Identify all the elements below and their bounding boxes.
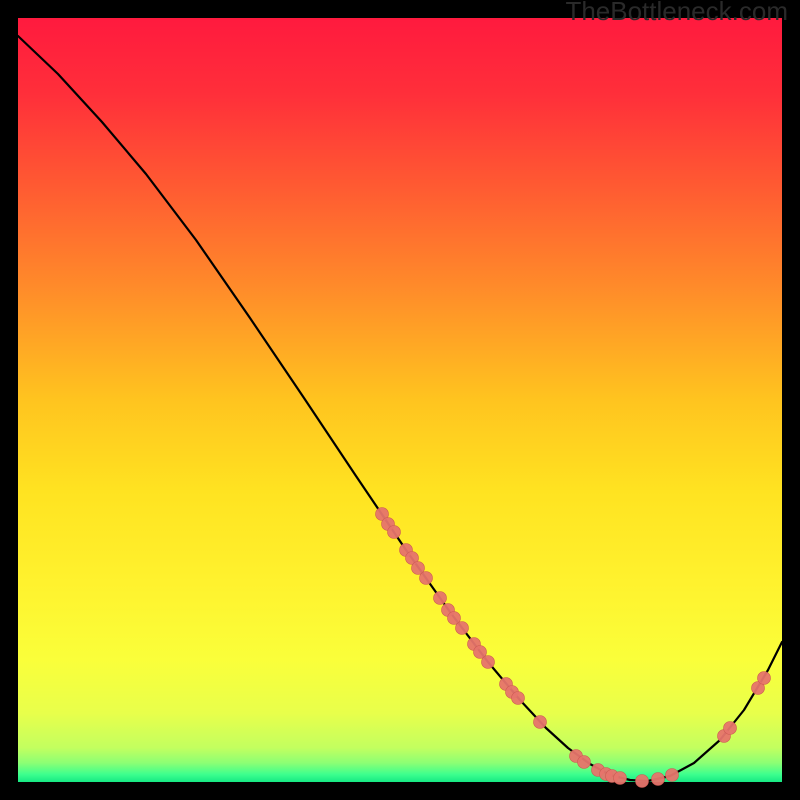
data-marker — [758, 672, 771, 685]
data-marker — [636, 775, 649, 788]
data-marker — [434, 592, 447, 605]
plot-area — [18, 18, 782, 782]
bottleneck-curve — [18, 36, 782, 781]
chart-container: TheBottleneck.com — [0, 0, 800, 800]
data-marker — [534, 716, 547, 729]
data-marker — [482, 656, 495, 669]
data-marker — [456, 622, 469, 635]
curve-svg — [18, 18, 782, 782]
data-marker — [614, 772, 627, 785]
data-marker — [388, 526, 401, 539]
data-marker — [652, 773, 665, 786]
data-marker — [666, 769, 679, 782]
data-marker — [420, 572, 433, 585]
watermark-text: TheBottleneck.com — [565, 0, 788, 27]
data-marker — [578, 756, 591, 769]
data-marker — [512, 692, 525, 705]
data-marker — [724, 722, 737, 735]
